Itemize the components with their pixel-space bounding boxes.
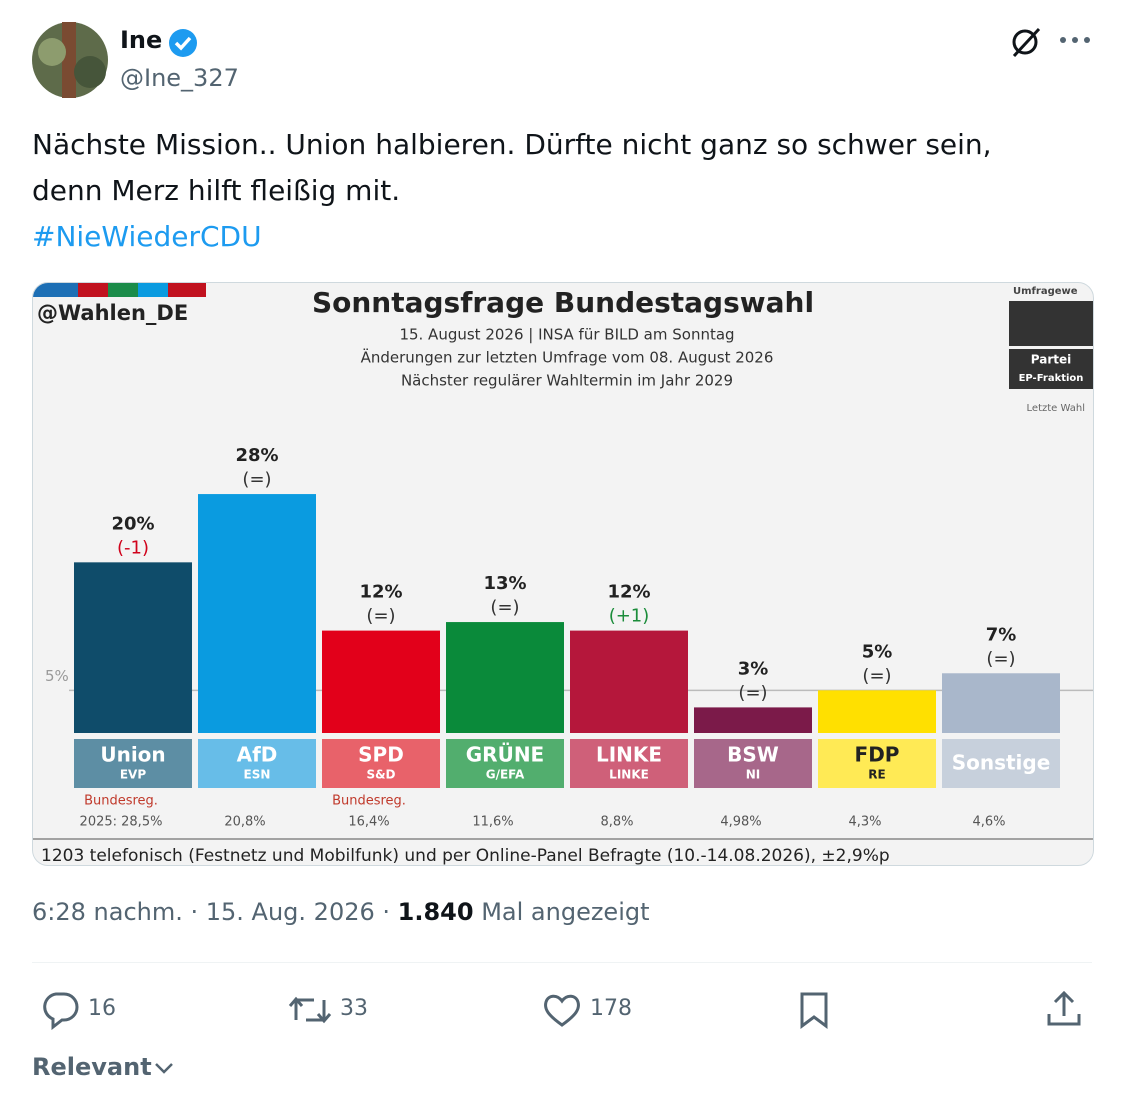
party-group: G/EFA (486, 768, 525, 782)
value-label: 13% (483, 573, 526, 594)
party-name: FDP (855, 743, 900, 767)
party-label-box (446, 739, 564, 788)
last-election: 8,8% (600, 815, 633, 830)
government-note: Bundesreg. (332, 794, 406, 809)
chevron (154, 1063, 173, 1074)
value-label: 3% (738, 658, 769, 679)
legend-text: Umfragewe (1013, 286, 1078, 297)
subtitle: Änderungen zur letzten Umfrage vom 08. A… (361, 348, 774, 367)
like-count: 178 (590, 996, 632, 1021)
party-name: BSW (727, 743, 779, 767)
legend-text: Partei (1031, 353, 1071, 367)
change-label: (=) (738, 682, 767, 703)
legend-text: Letzte Wahl (1027, 403, 1085, 414)
like-icon[interactable] (542, 990, 582, 1030)
verified-badge (169, 29, 197, 57)
sort-label[interactable]: Relevant (32, 1053, 152, 1081)
repost-count: 33 (340, 996, 368, 1021)
avatar[interactable] (32, 22, 108, 98)
author-handle[interactable]: @Ine_327 (120, 64, 239, 92)
subtitle: 15. August 2026 | INSA für BILD am Sonnt… (399, 326, 734, 344)
chart-title: Sonntagsfrage Bundestagswahl (312, 286, 814, 319)
change-label: (=) (490, 597, 519, 618)
party-name: GRÜNE (466, 743, 544, 767)
last-election: 11,6% (472, 815, 513, 830)
party-label-box (198, 739, 316, 788)
party-group: S&D (366, 768, 395, 782)
bar (818, 690, 936, 733)
party-label-box (694, 739, 812, 788)
party-label-box (74, 739, 192, 788)
last-election: 20,8% (224, 815, 265, 830)
source: @Wahlen_DE (37, 301, 188, 325)
bar (74, 562, 192, 733)
subtitle: Nächster regulärer Wahltermin im Jahr 20… (401, 372, 733, 390)
bookmark-icon[interactable] (798, 990, 832, 1030)
bar (322, 630, 440, 733)
party-label-box (322, 739, 440, 788)
value-label: 5% (862, 641, 893, 662)
party-label-box (570, 739, 688, 788)
change-label: (+1) (609, 606, 650, 627)
footnote: 1203 telefonisch (Festnetz und Mobilfunk… (41, 846, 890, 866)
divider (32, 962, 1092, 963)
author-name[interactable]: Ine (120, 26, 163, 54)
last-election: 4,3% (848, 815, 881, 830)
party-group: EVP (120, 768, 146, 782)
party-name: Sonstige (952, 751, 1051, 775)
bar (942, 673, 1060, 733)
chart-image[interactable]: @Wahlen_DE Sonntagsfrage Bundestagswahl … (32, 282, 1094, 866)
tweet-text: Nächste Mission.. Union halbieren. Dürft… (32, 128, 992, 161)
repost-icon[interactable] (288, 990, 332, 1030)
bar (694, 707, 812, 733)
last-election: 16,4% (348, 815, 389, 830)
party-label-box (942, 739, 1060, 788)
change-label: (-1) (117, 537, 149, 558)
reply-icon[interactable] (40, 990, 80, 1030)
party-group: NI (746, 768, 761, 782)
sort-selector[interactable]: Relevant (32, 1053, 174, 1081)
bar (570, 630, 688, 733)
party-name: Union (100, 743, 165, 767)
legend-text: EP-Fraktion (1019, 373, 1084, 384)
date[interactable]: 15. Aug. 2026 (205, 898, 375, 926)
views: 1.840 (397, 898, 474, 926)
value-label: 28% (235, 445, 278, 466)
more-icon[interactable] (1058, 30, 1092, 50)
party-name: SPD (358, 743, 404, 767)
reply-count: 16 (88, 996, 116, 1021)
tweet-meta: 6:28 nachm. · 15. Aug. 2026 · 1.840 Mal … (32, 898, 650, 926)
party-group: ESN (244, 768, 271, 782)
party-label-box (818, 739, 936, 788)
legend-box (1009, 349, 1093, 389)
time[interactable]: 6:28 nachm. (32, 898, 183, 926)
value-label: 12% (607, 582, 650, 603)
change-label: (=) (242, 469, 271, 490)
change-label: (=) (366, 606, 395, 627)
hashtag[interactable]: #NieWiederCDU (32, 220, 262, 253)
share-icon[interactable] (1044, 990, 1084, 1030)
party-name: LINKE (596, 743, 662, 767)
change-label: (=) (986, 648, 1015, 669)
reference-label: 5% (45, 667, 69, 685)
last-election: 4,98% (720, 815, 761, 830)
party-group: LINKE (609, 768, 649, 782)
party-group: RE (868, 768, 885, 782)
change-label: (=) (862, 665, 891, 686)
views-label: Mal angezeigt (481, 898, 650, 926)
legend-box (1009, 301, 1093, 346)
value-label: 12% (359, 582, 402, 603)
government-note: Bundesreg. (84, 794, 158, 809)
tweet-text: denn Merz hilft fleißig mit. (32, 174, 401, 207)
grok-icon[interactable] (1008, 24, 1044, 60)
bar (198, 494, 316, 733)
value-label: 7% (986, 624, 1017, 645)
last-election: 4,6% (972, 815, 1005, 830)
last-election: 2025: 28,5% (80, 815, 163, 830)
value-label: 20% (111, 513, 154, 534)
bar (446, 622, 564, 733)
party-name: AfD (237, 743, 278, 767)
